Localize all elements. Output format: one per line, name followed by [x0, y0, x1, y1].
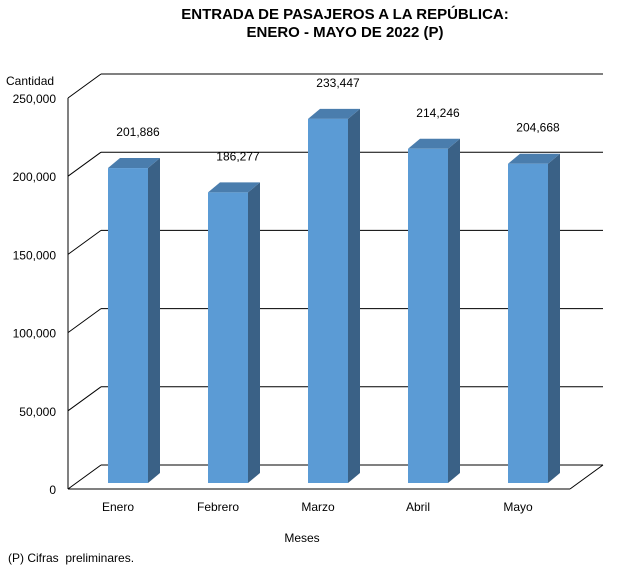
bar-side	[148, 158, 160, 483]
gridline-diagonal	[67, 464, 102, 490]
y-tick-label: 100,000	[13, 327, 57, 341]
bar	[208, 192, 248, 483]
x-tick-label: Enero	[102, 500, 134, 514]
gridline-diagonal	[67, 73, 102, 99]
y-axis-label: Cantidad	[6, 74, 54, 88]
x-axis-label: Meses	[284, 531, 319, 545]
y-tick-label: 250,000	[13, 92, 57, 106]
data-label: 204,668	[516, 121, 560, 135]
bar-top	[408, 138, 460, 149]
bar-top	[108, 158, 160, 169]
x-tick-label: Marzo	[301, 500, 335, 514]
y-tick-label: 0	[49, 483, 56, 497]
data-label: 233,447	[316, 76, 360, 90]
chart-title-line-2: ENERO - MAYO DE 2022 (P)	[247, 24, 444, 41]
bar	[408, 148, 448, 483]
x-tick-label: Abril	[406, 500, 430, 514]
bar-top	[308, 108, 360, 119]
bar	[108, 168, 148, 483]
x-tick-label: Febrero	[197, 500, 239, 514]
bar	[308, 118, 348, 483]
gridline-diagonal	[67, 308, 102, 334]
gridline-diagonal	[67, 386, 102, 412]
floor-right-edge	[569, 464, 604, 490]
y-tick-label: 200,000	[13, 170, 57, 184]
data-label: 186,277	[216, 149, 260, 163]
bar-top	[208, 182, 260, 193]
footnote: (P) Cifras preliminares.	[8, 551, 134, 565]
bar-side	[548, 153, 560, 483]
y-tick-label: 50,000	[19, 405, 56, 419]
data-label: 214,246	[416, 106, 460, 120]
bar-top	[508, 153, 560, 164]
data-label: 201,886	[116, 125, 160, 139]
gridline-diagonal	[67, 229, 102, 255]
gridline-diagonal	[67, 151, 102, 177]
y-tick-label: 150,000	[13, 248, 57, 262]
chart-title-line-1: ENTRADA DE PASAJEROS A LA REPÚBLICA:	[181, 5, 509, 23]
x-tick-label: Mayo	[503, 500, 533, 514]
bar-side	[248, 182, 260, 483]
bar-side	[348, 108, 360, 483]
bar-side	[448, 138, 460, 483]
bar	[508, 163, 548, 483]
